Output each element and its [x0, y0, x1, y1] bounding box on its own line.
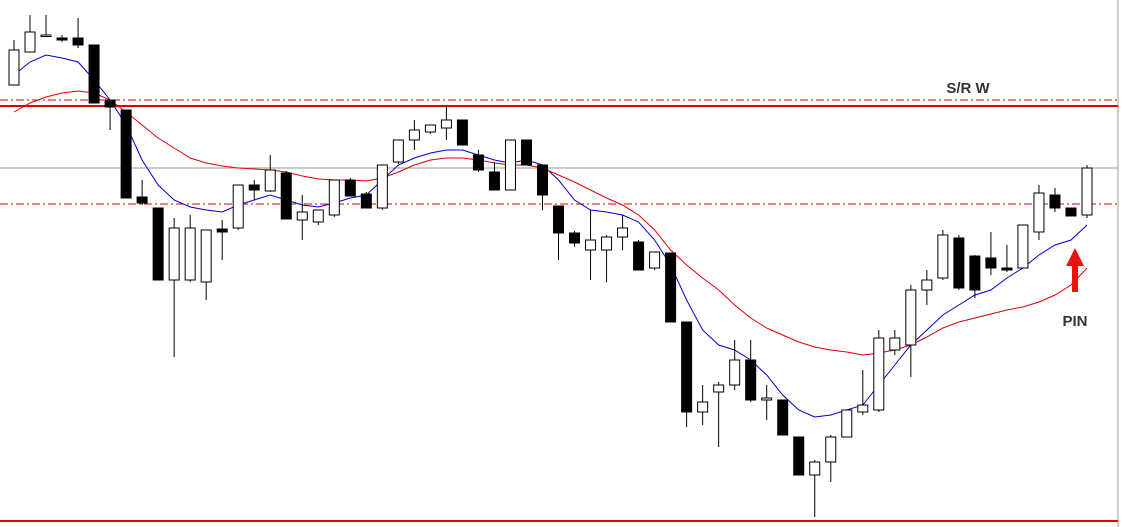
- candle-body: [617, 227, 629, 238]
- candle-body: [488, 171, 500, 191]
- candle-body: [873, 337, 885, 411]
- candle-body: [585, 239, 597, 251]
- candle-body: [953, 237, 965, 289]
- levels: [0, 99, 1118, 522]
- candle-body: [424, 124, 436, 133]
- moving-average-line: [13, 90, 1088, 356]
- candle-body: [72, 37, 84, 46]
- candle-body: [553, 205, 565, 234]
- candle-body: [216, 228, 228, 233]
- candle-body: [1033, 192, 1045, 233]
- moving-average-line: [13, 54, 1088, 418]
- candle-body: [969, 255, 981, 291]
- candle-body: [905, 289, 917, 346]
- candle-body: [168, 227, 180, 281]
- candle-body: [456, 119, 468, 146]
- candle-body: [761, 397, 773, 401]
- candle-body: [536, 164, 548, 196]
- candle-body: [985, 257, 997, 269]
- candle-body: [569, 232, 581, 244]
- candle-body: [56, 37, 68, 41]
- candle-body: [264, 169, 276, 192]
- candle-body: [729, 359, 741, 386]
- candles: [8, 15, 1093, 517]
- annotation-pin: PIN: [1062, 313, 1087, 330]
- annotation-sr: S/R W: [946, 80, 990, 97]
- candle-body: [296, 211, 308, 221]
- candle-body: [376, 164, 388, 209]
- candle-body: [88, 44, 100, 104]
- candle-body: [937, 234, 949, 279]
- candle-body: [312, 209, 324, 223]
- candle-body: [1001, 267, 1013, 271]
- candle-body: [360, 193, 372, 209]
- candle-body: [184, 227, 196, 281]
- candle-body: [665, 252, 677, 323]
- candle-body: [841, 409, 853, 438]
- candle-body: [24, 31, 36, 53]
- candle-body: [713, 384, 725, 393]
- candle-body: [120, 109, 132, 199]
- candle-body: [889, 337, 901, 351]
- candle-body: [825, 436, 837, 463]
- candle-body: [777, 399, 789, 436]
- pin-arrow: [1066, 248, 1084, 292]
- candle-body: [1017, 224, 1029, 269]
- candle-body: [104, 99, 116, 108]
- candle-body: [280, 172, 292, 220]
- candle-body: [136, 196, 148, 204]
- candle-body: [392, 139, 404, 163]
- candle-body: [40, 34, 52, 37]
- candle-body: [857, 404, 869, 413]
- candle-body: [921, 279, 933, 291]
- candle-body: [504, 139, 516, 191]
- candle-body: [793, 436, 805, 476]
- candle-body: [440, 119, 452, 129]
- candle-body: [1065, 207, 1077, 217]
- candle-body: [1081, 167, 1093, 216]
- candle-body: [681, 321, 693, 413]
- candle-body: [152, 207, 164, 281]
- candle-body: [328, 179, 340, 216]
- candle-body: [809, 461, 821, 476]
- candle-body: [1049, 194, 1061, 209]
- candle-body: [200, 229, 212, 283]
- candle-body: [745, 359, 757, 401]
- moving-averages: [13, 54, 1088, 418]
- candle-body: [601, 236, 613, 251]
- candle-body: [408, 129, 420, 141]
- candle-body: [649, 251, 661, 269]
- candle-body: [472, 154, 484, 171]
- candle-body: [248, 184, 260, 191]
- candle-body: [8, 49, 20, 86]
- candle-body: [697, 401, 709, 413]
- candle-body: [520, 139, 532, 166]
- candle-body: [344, 179, 356, 197]
- candle-body: [232, 184, 244, 229]
- candle-body: [633, 241, 645, 271]
